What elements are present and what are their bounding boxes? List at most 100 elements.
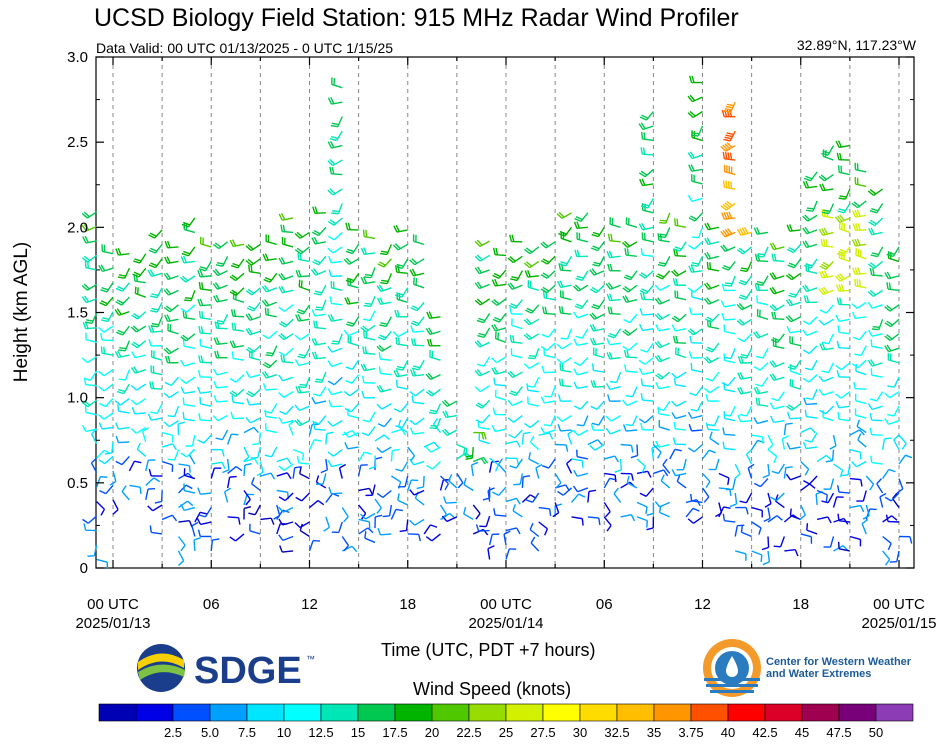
barb-shaft xyxy=(358,451,365,462)
wind-barb xyxy=(789,378,801,390)
barb-shaft xyxy=(579,357,589,367)
barb-feather xyxy=(884,392,891,399)
wind-barb xyxy=(260,517,275,525)
barb-shaft xyxy=(370,296,376,307)
barb-feather xyxy=(593,261,601,265)
barb-feather xyxy=(245,416,251,424)
barb-feather xyxy=(726,142,733,148)
wind-barb xyxy=(690,255,704,267)
barb-feather xyxy=(851,239,857,247)
barb-feather xyxy=(673,315,681,321)
barb-shaft xyxy=(794,287,802,298)
wind-barb xyxy=(587,439,603,446)
wind-barb xyxy=(591,226,605,238)
barb-shaft xyxy=(222,313,229,325)
wind-barb xyxy=(223,487,232,503)
wind-barb xyxy=(278,347,294,357)
wind-barb xyxy=(851,200,867,209)
wind-barb xyxy=(705,422,719,431)
barb-shaft xyxy=(856,460,867,468)
wind-barb xyxy=(129,484,142,495)
barb-feather xyxy=(691,236,699,239)
wind-barb xyxy=(867,301,883,309)
barb-feather xyxy=(245,348,253,354)
wind-barb xyxy=(409,258,425,266)
wind-barb xyxy=(390,448,400,462)
barb-feather xyxy=(493,272,501,278)
barb-feather xyxy=(794,549,799,557)
barb-feather xyxy=(81,224,88,232)
wind-barb xyxy=(329,296,343,306)
barb-feather xyxy=(315,378,323,381)
barb-feather xyxy=(724,228,731,236)
wind-barb xyxy=(638,415,654,424)
barb-feather xyxy=(857,433,862,441)
barb-feather xyxy=(737,387,742,395)
barb-feather xyxy=(542,306,545,314)
wind-barb xyxy=(557,424,572,432)
wind-barb xyxy=(821,333,835,345)
wind-barb xyxy=(849,504,865,513)
barb-feather xyxy=(510,302,518,308)
wind-barb xyxy=(652,444,662,459)
barb-feather xyxy=(364,346,368,354)
barb-feather xyxy=(409,259,416,266)
wind-barb xyxy=(806,523,818,535)
wind-barb xyxy=(556,211,572,220)
barb-shaft xyxy=(530,542,540,552)
barb-shaft xyxy=(701,487,710,498)
barb-feather xyxy=(530,536,536,544)
wind-barb xyxy=(687,328,703,336)
barb-feather xyxy=(727,477,730,486)
wind-barb xyxy=(869,268,883,277)
colorbar-swatch xyxy=(320,703,359,722)
barb-feather xyxy=(163,273,169,280)
wind-barb xyxy=(785,272,802,281)
barb-feather xyxy=(868,221,876,227)
barb-feather xyxy=(626,475,630,483)
barb-feather xyxy=(641,465,646,473)
barb-feather xyxy=(475,404,483,409)
barb-feather xyxy=(802,241,808,248)
barb-shaft xyxy=(174,405,180,417)
barb-feather xyxy=(294,233,301,239)
barb-feather xyxy=(705,377,713,382)
wind-barb xyxy=(243,446,250,463)
barb-shaft xyxy=(577,472,589,477)
barb-shaft xyxy=(627,284,638,293)
barb-shaft xyxy=(816,489,828,496)
barb-feather xyxy=(657,407,665,412)
barb-feather xyxy=(788,298,794,306)
barb-feather xyxy=(591,422,599,426)
barb-shaft xyxy=(235,272,245,282)
wind-barb xyxy=(130,397,147,406)
wind-barb xyxy=(567,429,575,445)
barb-feather xyxy=(623,318,631,324)
barb-feather xyxy=(172,443,177,451)
wind-barb xyxy=(589,323,605,332)
barb-shaft xyxy=(414,258,425,266)
barb-feather xyxy=(362,419,370,423)
barb-shaft xyxy=(337,333,343,345)
barb-shaft xyxy=(348,330,359,337)
barb-feather xyxy=(856,209,861,217)
wind-barb xyxy=(867,403,883,411)
barb-feather xyxy=(261,285,268,293)
barb-shaft xyxy=(691,369,703,373)
barb-feather xyxy=(671,469,676,476)
barb-feather xyxy=(837,412,840,420)
barb-feather xyxy=(510,390,518,395)
barb-shaft xyxy=(321,299,327,311)
barb-feather xyxy=(264,276,272,281)
wind-barb xyxy=(654,340,671,349)
wind-barb xyxy=(327,314,343,322)
barb-feather xyxy=(707,423,715,427)
barb-feather xyxy=(177,421,185,425)
barb-shaft xyxy=(581,270,589,281)
barb-feather xyxy=(673,377,676,385)
barb-feather xyxy=(433,441,440,448)
barb-feather xyxy=(721,313,725,321)
barb-feather xyxy=(181,252,189,257)
barb-shaft xyxy=(682,458,687,470)
barb-feather xyxy=(516,440,521,448)
